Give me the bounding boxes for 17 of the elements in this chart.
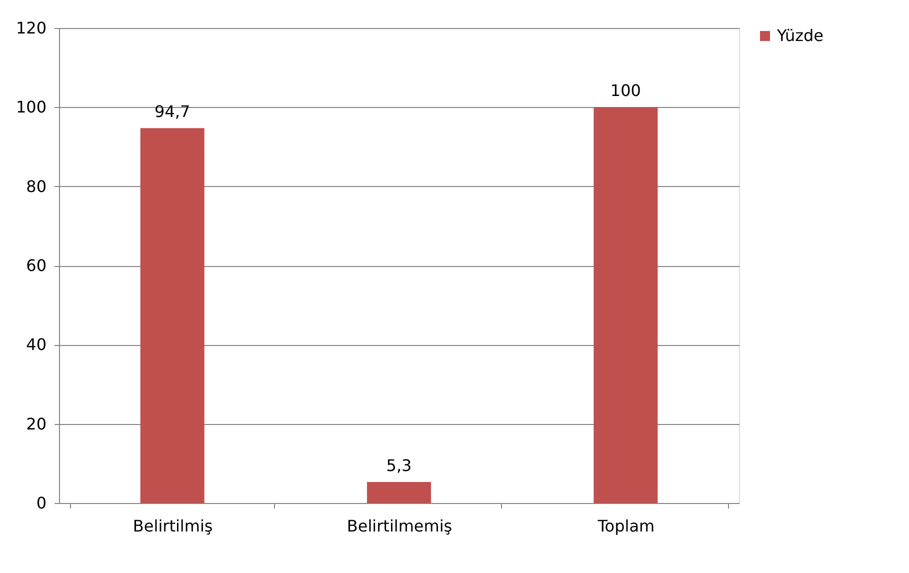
bar <box>594 107 658 503</box>
y-tick-label: 20 <box>26 414 46 434</box>
x-tick-label: Belirtilmemiş <box>346 516 452 536</box>
bar <box>140 128 204 503</box>
y-tick-label: 100 <box>16 98 46 117</box>
legend-label: Yüzde <box>776 26 824 45</box>
x-tick-label: Toplam <box>596 516 655 536</box>
data-label: 5,3 <box>386 456 412 476</box>
y-tick-label: 40 <box>26 335 46 354</box>
x-tick-label: Belirtilmiş <box>132 516 213 536</box>
y-tick-label: 0 <box>36 494 46 512</box>
bar <box>367 482 431 503</box>
y-tick-label: 60 <box>26 256 46 275</box>
y-tick-label: 80 <box>26 176 46 196</box>
data-label: 100 <box>610 81 641 100</box>
y-tick-label: 120 <box>16 18 46 38</box>
data-label: 94,7 <box>154 102 190 122</box>
